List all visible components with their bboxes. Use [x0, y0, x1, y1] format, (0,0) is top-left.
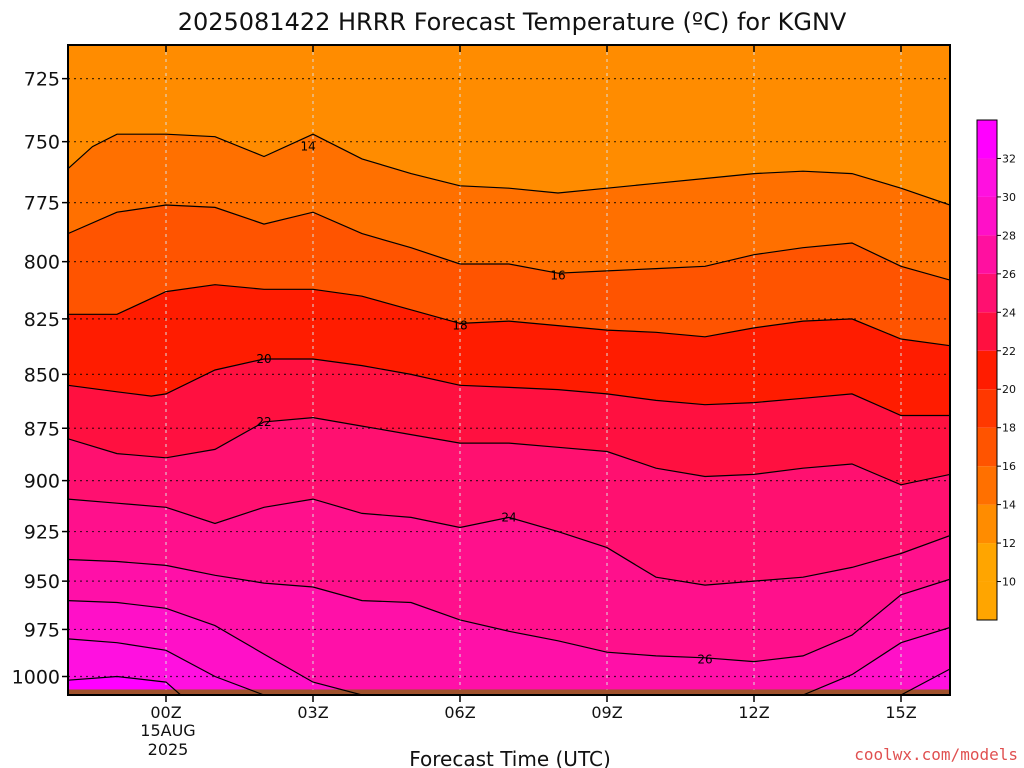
ground-surface	[68, 689, 950, 695]
xtick-label-09Z: 09Z	[591, 703, 622, 722]
contour-28-7	[68, 600, 363, 695]
colorbar-frame	[976, 119, 998, 621]
colorbar-swatch-12	[977, 120, 997, 159]
colorbar-swatch-6	[977, 350, 997, 390]
band-28to30-8	[803, 627, 950, 695]
colorbar: 10 12 14 16 18 20 22 24 26 28 30 32	[976, 119, 1016, 621]
ytick-label-750: 750	[24, 132, 60, 154]
ytick-label-800: 800	[24, 252, 60, 274]
colorbar-swatch-2	[977, 504, 997, 544]
grid	[68, 45, 950, 690]
xtick-label-03Z: 03Z	[297, 703, 328, 722]
ytick-label-1000: 1000	[12, 667, 60, 689]
credit-watermark: coolwx.com/models	[854, 745, 1018, 764]
colorbar-label-10: 10	[1002, 576, 1016, 589]
contour-label-20: 20	[256, 352, 271, 366]
colorbar-swatch-3	[977, 466, 997, 505]
band-26to28-6	[68, 559, 950, 695]
contour-18-2	[68, 284, 950, 347]
colorbar-swatch-8	[977, 273, 997, 313]
colorbar-swatch-7	[977, 312, 997, 351]
ytick-label-950: 950	[24, 571, 60, 593]
contour-labels: 14 16 18 20 22 24 26	[256, 140, 712, 667]
contour-26-6	[68, 558, 950, 663]
contour-lines	[68, 133, 950, 695]
colorbar-label-12: 12	[1002, 537, 1016, 550]
contour-20-3	[68, 358, 950, 417]
colorbar-swatch-4	[977, 427, 997, 467]
contour-30-10	[900, 668, 950, 695]
colorbar-label-24: 24	[1002, 306, 1016, 319]
colorbar-label-18: 18	[1002, 422, 1016, 435]
ytick-label-975: 975	[24, 619, 60, 641]
xtick-label-00Z: 00Z	[150, 703, 181, 722]
colorbar-label-20: 20	[1002, 383, 1016, 396]
contour-22-4	[68, 416, 950, 486]
ytick-label-725: 725	[24, 69, 60, 91]
colorbar-label-22: 22	[1002, 345, 1016, 358]
ytick-label-875: 875	[24, 418, 60, 440]
plot-frame	[67, 44, 951, 696]
colorbar-label-14: 14	[1002, 499, 1016, 512]
x-axis-label: Forecast Time (UTC)	[409, 747, 611, 768]
ytick-label-900: 900	[24, 471, 60, 493]
colorbar-label-30: 30	[1002, 191, 1016, 204]
ytick-label-825: 825	[24, 309, 60, 331]
date-label-year: 2025	[148, 740, 189, 759]
colorbar-label-32: 32	[1002, 152, 1016, 165]
ytick-label-850: 850	[24, 364, 60, 386]
contour-16-1	[68, 204, 950, 281]
contour-label-22: 22	[256, 415, 271, 429]
contour-14-0	[68, 133, 950, 206]
contour-label-14: 14	[300, 140, 315, 154]
pressure-axis: 725 750 775 800 825 850 875 900 925 950 975 1000	[12, 69, 68, 689]
xtick-label-06Z: 06Z	[444, 703, 475, 722]
contour-label-16: 16	[550, 269, 565, 283]
xtick-label-15Z: 15Z	[885, 703, 916, 722]
contour-label-24: 24	[501, 510, 516, 524]
colorbar-swatch-10	[977, 196, 997, 236]
contour-32-11	[68, 675, 182, 695]
time-axis: 00Z 03Z 06Z 09Z 12Z 15Z	[150, 45, 917, 722]
colorbar-label-28: 28	[1002, 229, 1016, 242]
contour-28-8	[802, 626, 950, 695]
colorbar-label-26: 26	[1002, 268, 1016, 281]
colorbar-swatch-11	[977, 158, 997, 197]
ground-fill	[68, 689, 950, 695]
contour-24-5	[68, 498, 950, 586]
colorbar-swatch-1	[977, 543, 997, 582]
contour-30-9	[68, 638, 265, 695]
ytick-label-925: 925	[24, 522, 60, 544]
colorbar-label-16: 16	[1002, 460, 1016, 473]
colorbar-swatch-0	[977, 581, 997, 620]
temperature-bands	[68, 45, 950, 695]
contour-label-18: 18	[452, 319, 467, 333]
colorbar-swatch-9	[977, 235, 997, 274]
contour-label-26: 26	[697, 653, 712, 667]
date-label-day: 15AUG	[140, 721, 195, 740]
ytick-label-775: 775	[24, 193, 60, 215]
chart-title: 2025081422 HRRR Forecast Temperature (ºC…	[178, 8, 847, 36]
xtick-label-12Z: 12Z	[738, 703, 769, 722]
colorbar-swatch-5	[977, 389, 997, 428]
